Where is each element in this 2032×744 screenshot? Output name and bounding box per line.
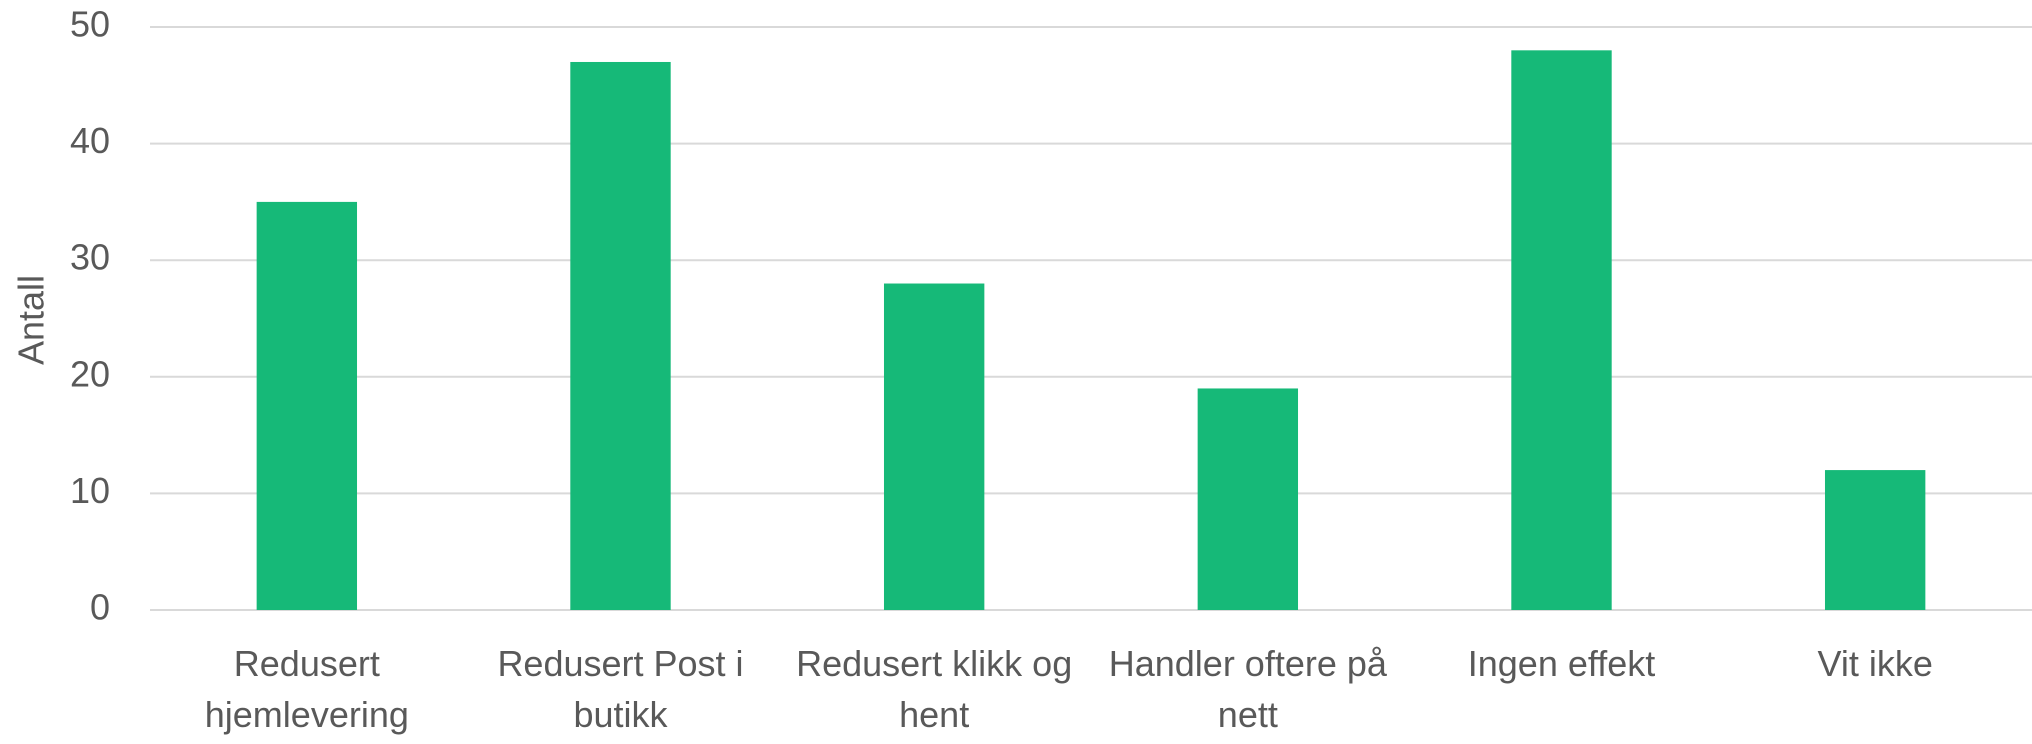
- bar: [256, 201, 358, 610]
- x-tick-label: Vit ikke: [1817, 643, 1932, 684]
- x-tick-label: Redusert klikk og hent: [796, 643, 1072, 735]
- y-tick-label: 10: [70, 470, 110, 511]
- bar: [1197, 388, 1299, 610]
- bar: [1511, 50, 1612, 610]
- y-tick-label: 20: [70, 353, 110, 394]
- x-tick-label: Redusert Post i butikk: [497, 643, 743, 735]
- y-tick-label: 50: [70, 4, 110, 45]
- y-tick-label: 40: [70, 120, 110, 161]
- x-tick-label: Handler oftere på nett: [1109, 643, 1388, 735]
- bar: [1824, 470, 1926, 610]
- y-axis-label: Antall: [11, 275, 52, 365]
- bar: [570, 61, 671, 611]
- bar: [883, 283, 985, 610]
- x-tick-label: Redusert hjemlevering: [205, 643, 409, 735]
- y-tick-label: 30: [70, 237, 110, 278]
- x-tick-label: Ingen effekt: [1468, 643, 1656, 684]
- y-tick-label: 0: [90, 587, 110, 628]
